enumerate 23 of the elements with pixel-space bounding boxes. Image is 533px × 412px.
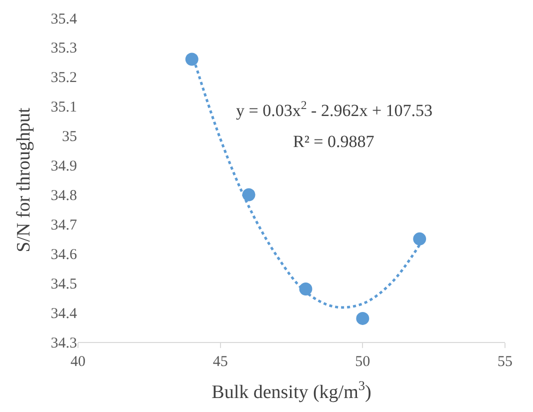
y-tick-label: 34.8: [50, 188, 77, 204]
y-tick-label: 35.3: [50, 40, 77, 57]
y-tick-label: 35.2: [50, 70, 77, 86]
point: [356, 312, 370, 325]
x-tick-label: 55: [498, 354, 512, 370]
x-tick-label: 45: [212, 354, 228, 370]
y-tick-label: 35.4: [50, 11, 78, 28]
y-axis-title: S/N for throughput: [14, 106, 35, 252]
y-tick-label: 35: [62, 129, 77, 146]
point: [413, 232, 426, 246]
x-axis-title: Bulk density (kg/m$^{3}$): [212, 378, 372, 403]
y-tick-label: 34.6: [50, 246, 78, 263]
point: [242, 188, 256, 202]
annotation: y = 0.03x$^{2}$ - 2.962x + 107.53: [236, 98, 433, 120]
y-tick-label: 34.5: [50, 276, 77, 292]
y-tick-label: 35.1: [50, 100, 77, 116]
x-tick-label: 50: [355, 354, 370, 370]
annotation: R² = 0.9887: [293, 132, 375, 151]
y-tick-label: 34.4: [50, 306, 78, 322]
y-tick-label: 34.3: [50, 335, 77, 352]
y-tick-label: 34.7: [50, 217, 78, 234]
y-tick-label: 34.9: [50, 158, 77, 175]
x-tick-label: 40: [70, 354, 86, 370]
